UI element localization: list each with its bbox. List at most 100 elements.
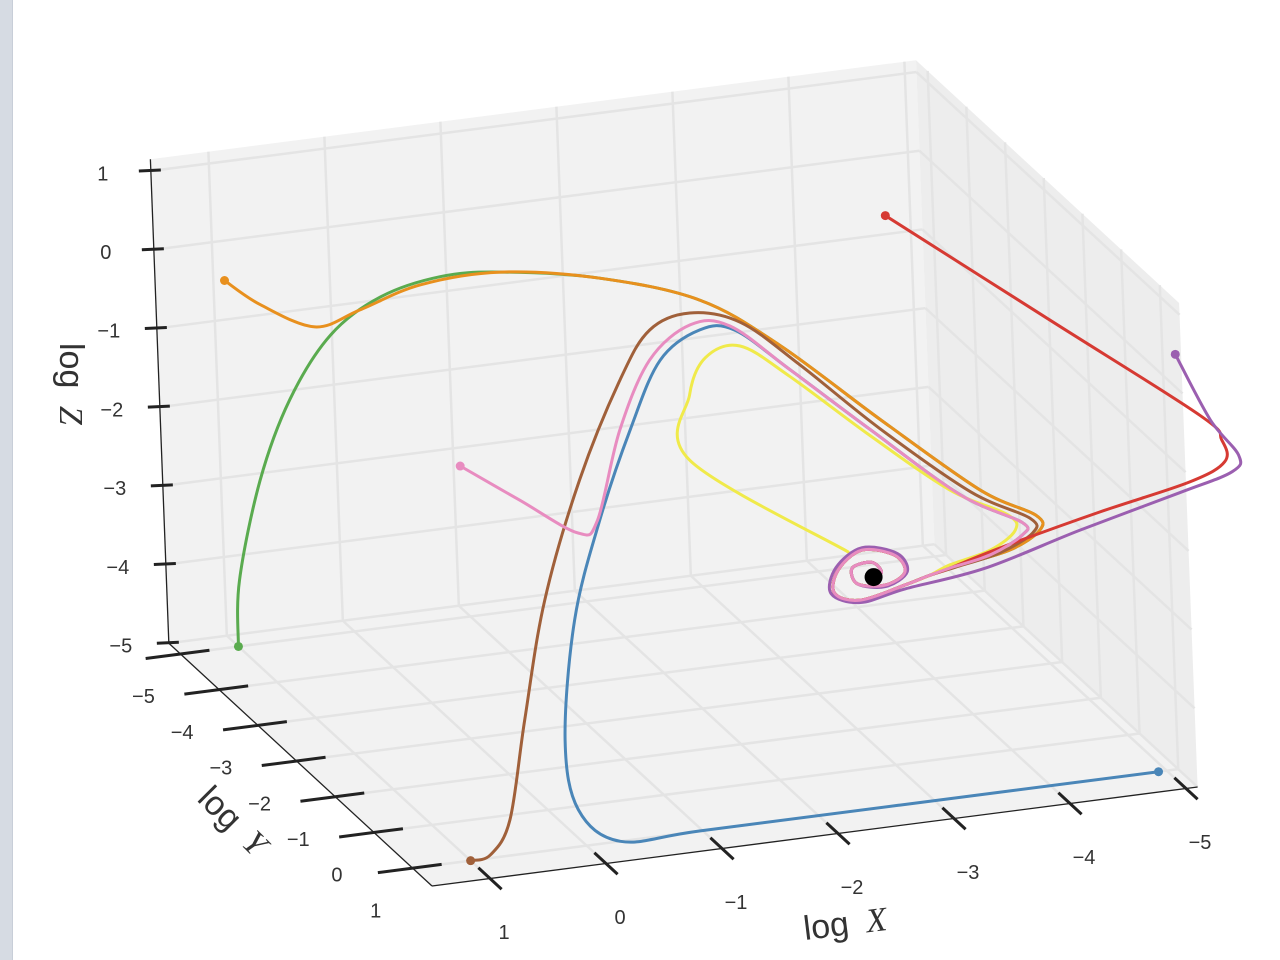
trajectory-start-marker-0 xyxy=(233,641,243,651)
z-tick-label: −4 xyxy=(106,557,129,579)
z-tick-mark xyxy=(141,247,164,252)
axes-panes xyxy=(150,60,1198,886)
grid-line-back-z xyxy=(153,149,920,251)
x-tick-label: 0 xyxy=(614,907,625,929)
y-tick-label: −3 xyxy=(209,758,232,780)
x-tick-mark xyxy=(477,866,503,891)
z-tick-mark xyxy=(138,168,161,173)
y-tick-mark xyxy=(300,791,365,803)
grid-line-side-y xyxy=(1081,213,1103,698)
grid-line-side-y xyxy=(1042,177,1064,663)
x-tick-label: −4 xyxy=(1073,847,1096,869)
grid-line-floor-y xyxy=(180,553,947,656)
z-axis-label-prefix: log xyxy=(52,343,90,388)
z-tick-mark xyxy=(144,325,167,330)
grid-line-floor-x xyxy=(341,619,607,865)
y-tick-mark xyxy=(261,755,326,768)
grid-line-floor-y xyxy=(218,589,985,691)
trajectory-start-marker-5 xyxy=(880,211,890,221)
x-axis-label: log X xyxy=(801,900,890,948)
z-tick-label: −1 xyxy=(97,321,120,343)
z-tick-label: 1 xyxy=(97,163,108,185)
trajectory-start-marker-7 xyxy=(455,461,465,471)
x-tick-label: −3 xyxy=(957,862,980,884)
grid-line-side-z xyxy=(927,385,1193,631)
z-tick-label: −5 xyxy=(109,636,132,658)
z-tick-mark xyxy=(147,404,170,409)
grid-line-floor-x xyxy=(689,574,955,820)
grid-line-back-x xyxy=(787,76,809,561)
y-tick-label: −5 xyxy=(132,686,155,708)
grid-line-side-z xyxy=(924,307,1190,552)
grid-line-back-z xyxy=(156,228,923,330)
z-tick-mark xyxy=(150,483,173,488)
z-axis-label-var: Z xyxy=(52,406,89,426)
x-tick-label: −2 xyxy=(841,877,864,899)
x-axis-label-prefix: log xyxy=(801,905,851,948)
x-tick-mark xyxy=(709,836,735,861)
z-tick-label: −3 xyxy=(103,478,126,500)
grid-line-side-z xyxy=(915,71,1181,316)
y-tick-label: −2 xyxy=(248,793,271,815)
grid-lines xyxy=(150,61,1199,880)
axis-ticks: 1 0 −1 −2 −3 −4 −5 1 0 −1 −2 −3 −4 −5 1 0 −1 −2 −3 −4 −5 xyxy=(97,163,1211,943)
window-edge-strip xyxy=(0,0,13,960)
x-tick-mark xyxy=(941,806,967,831)
x-tick-label: 1 xyxy=(498,922,509,944)
grid-line-back-z xyxy=(168,543,935,645)
x-tick-mark xyxy=(593,851,619,876)
trajectory-start-marker-2 xyxy=(1154,767,1164,777)
y-tick-label: −4 xyxy=(171,722,194,744)
grid-line-back-z xyxy=(162,385,929,488)
y-tick-label: 0 xyxy=(331,865,342,887)
grid-line-back-x xyxy=(323,136,345,621)
grid-line-floor-y xyxy=(335,696,1102,798)
x-axis-label-var: X xyxy=(862,901,890,941)
z-tick-label: 0 xyxy=(100,242,111,264)
y-tick-label: −1 xyxy=(287,829,310,851)
grid-line-floor-x xyxy=(573,589,839,835)
grid-line-floor-x xyxy=(457,604,723,850)
z-axis-label: log Z xyxy=(52,343,90,426)
y-tick-label: 1 xyxy=(370,900,381,922)
y-tick-mark xyxy=(222,720,288,732)
grid-line-back-z xyxy=(159,306,926,409)
x-tick-label: −1 xyxy=(725,892,748,914)
grid-line-side-z xyxy=(933,543,1199,788)
trajectory-start-marker-6 xyxy=(1170,349,1180,359)
x-tick-mark xyxy=(1057,791,1083,816)
grid-line-back-x xyxy=(671,91,693,576)
grid-line-floor-x xyxy=(921,544,1187,790)
trajectory-start-marker-3 xyxy=(466,856,476,866)
z-tick-mark xyxy=(153,562,176,567)
grid-line-side-y xyxy=(1158,285,1180,770)
y-tick-mark xyxy=(184,684,249,696)
grid-line-back-z xyxy=(150,70,917,173)
grid-line-side-y xyxy=(965,106,986,591)
x-tick-mark xyxy=(1173,776,1199,801)
y-tick-mark xyxy=(145,648,210,660)
z-tick-label: −2 xyxy=(100,399,123,421)
y-axis-label: log Y xyxy=(190,779,277,866)
grid-line-side-z xyxy=(921,228,1187,474)
y-axis-label-var: Y xyxy=(235,824,277,866)
fixed-point-marker xyxy=(864,568,883,587)
grid-line-back-x xyxy=(439,121,461,606)
x-tick-mark xyxy=(825,821,851,846)
y-axis-label-prefix: log xyxy=(190,779,249,838)
z-tick-mark xyxy=(156,640,179,645)
grid-line-floor-y xyxy=(257,625,1024,727)
x-tick-label: −5 xyxy=(1189,832,1212,854)
grid-line-back-x xyxy=(207,151,229,636)
grid-line-side-y xyxy=(1119,249,1141,734)
grid-line-back-z xyxy=(165,464,932,566)
trajectory-start-marker-1 xyxy=(220,275,229,285)
side-pane xyxy=(916,60,1198,787)
y-axis-line xyxy=(168,642,433,887)
y-tick-mark xyxy=(338,827,404,839)
grid-line-floor-y xyxy=(373,732,1140,834)
grid-line-floor-x xyxy=(225,634,491,880)
grid-line-side-z xyxy=(918,149,1184,395)
grid-line-floor-y xyxy=(296,660,1063,763)
